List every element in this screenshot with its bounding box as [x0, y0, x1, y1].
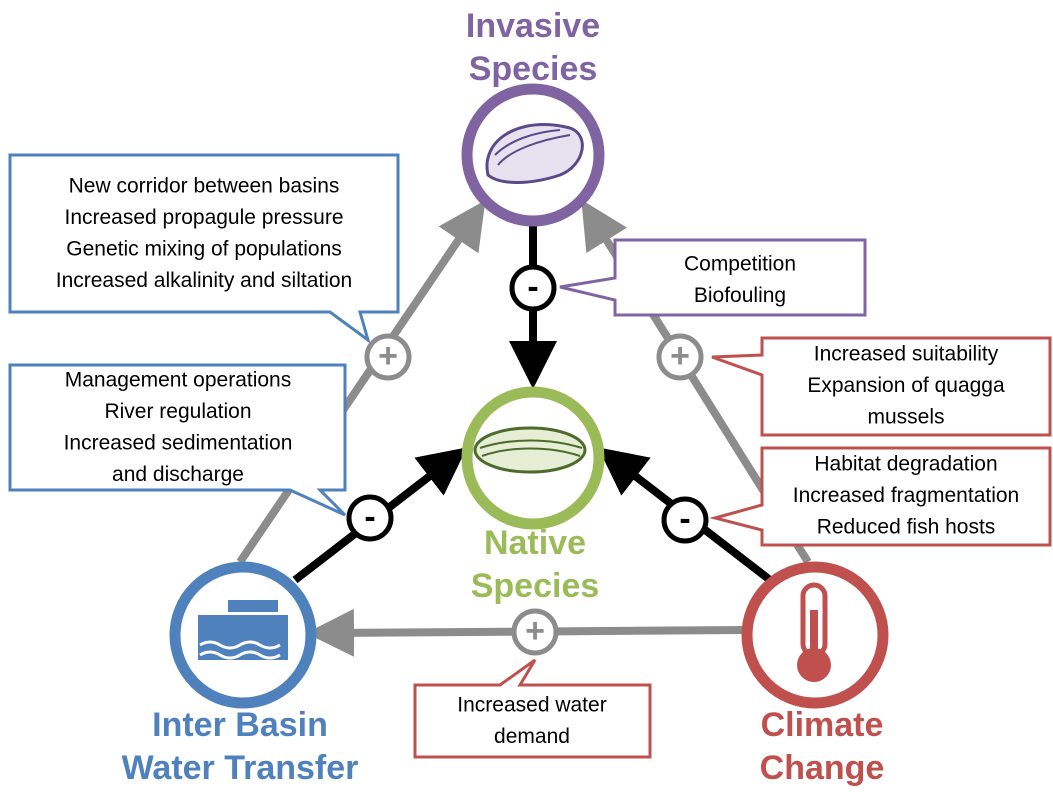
- node-label: Change: [760, 749, 885, 787]
- sign: -: [527, 268, 538, 306]
- callout-line: Biofouling: [694, 284, 786, 307]
- callout-line: New corridor between basins: [69, 175, 340, 198]
- node-label: Climate: [761, 706, 884, 744]
- node-label: Species: [469, 50, 598, 88]
- node-label: Water Transfer: [122, 749, 359, 787]
- callout-line: River regulation: [104, 400, 251, 423]
- node-label: Native: [484, 524, 586, 562]
- callout-line: Genetic mixing of populations: [66, 238, 342, 261]
- callout-line: Reduced fish hosts: [817, 516, 996, 539]
- node-label: Species: [471, 567, 600, 605]
- callout-line: and discharge: [112, 463, 244, 486]
- diagram: New corridor between basins Increased pro…: [0, 0, 1053, 792]
- callout-line: demand: [494, 725, 570, 748]
- callout-line: Expansion of quagga: [807, 374, 1005, 397]
- pipe-icon: [228, 600, 278, 612]
- callout-line: mussels: [867, 406, 944, 429]
- callout-line: Increased propagule pressure: [64, 206, 343, 229]
- callout-line: Increased water: [457, 694, 606, 717]
- node-label: Inter Basin: [152, 706, 328, 744]
- node-label: Invasive: [466, 7, 600, 45]
- native-mussel-icon: [475, 428, 585, 472]
- sign: +: [525, 612, 545, 650]
- sign: -: [679, 500, 690, 538]
- sign: +: [378, 337, 398, 375]
- callout-line: Increased alkalinity and siltation: [56, 269, 353, 292]
- thermometer-fill: [810, 610, 818, 660]
- callout-line: Increased sedimentation: [64, 432, 293, 455]
- callout-line: Habitat degradation: [814, 453, 997, 476]
- callout-line: Competition: [684, 253, 796, 276]
- callout-line: Increased suitability: [814, 343, 999, 366]
- callout-line: Increased fragmentation: [793, 484, 1019, 507]
- sign: +: [670, 337, 690, 375]
- callout-line: Management operations: [65, 369, 291, 392]
- sign: -: [364, 498, 375, 536]
